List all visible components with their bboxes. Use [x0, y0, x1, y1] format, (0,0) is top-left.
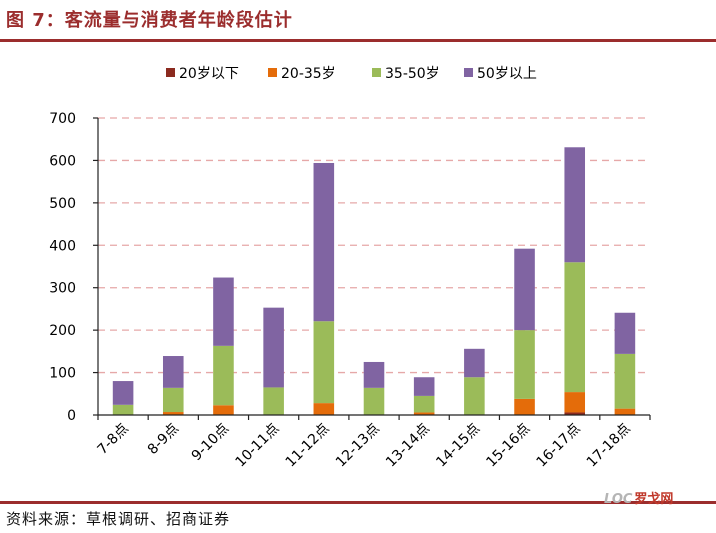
- figure-title: 图 7：客流量与消费者年龄段估计: [6, 10, 293, 31]
- bars: [112, 147, 636, 415]
- x-tick-label: 16-17点: [534, 421, 584, 471]
- x-tick-label: 13-14点: [383, 421, 433, 471]
- bar-segment: [162, 356, 184, 388]
- bar-segment: [112, 404, 134, 415]
- y-tick-labels: 0 100 200 300 400 500 600 700: [49, 111, 76, 424]
- bar-segment: [514, 330, 535, 399]
- x-tick-label: 7-8点: [95, 421, 132, 458]
- watermark-logo-text: 罗戈网: [634, 492, 674, 507]
- y-tick-label: 100: [49, 366, 76, 382]
- legend-swatch: [268, 68, 277, 77]
- watermark-logo-mark: LOC: [604, 492, 633, 507]
- gridlines: [98, 117, 650, 374]
- x-tick-label: 14-15点: [433, 421, 483, 471]
- legend-label: 35-50岁: [385, 66, 440, 82]
- bar-segment: [263, 387, 284, 415]
- footer-rule: [0, 501, 716, 504]
- legend-swatch: [464, 68, 473, 77]
- y-tick-label: 200: [49, 323, 76, 339]
- y-tick-label: 300: [49, 281, 76, 297]
- y-tick-label: 500: [49, 196, 76, 212]
- bar-segment: [112, 381, 134, 405]
- bar-segment: [614, 312, 636, 354]
- axes: [93, 117, 651, 420]
- legend-label: 50岁以上: [477, 66, 537, 82]
- x-tick-labels: 7-8点 8-9点 9-10点 10-11点 11-12点 12-13点 13-14点 14-…: [95, 421, 634, 471]
- legend-label: 20-35岁: [281, 66, 336, 82]
- x-tick-label: 11-12点: [283, 421, 333, 471]
- x-tick-label: 15-16点: [483, 421, 533, 471]
- legend: 20岁以下 20-35岁 35-50岁 50岁以上: [166, 66, 537, 82]
- bar-segment: [162, 412, 184, 415]
- x-tick-label: 12-13点: [333, 421, 383, 471]
- bar-segment: [313, 162, 335, 322]
- bar-segment: [313, 403, 335, 415]
- y-tick-label: 0: [67, 408, 76, 424]
- y-tick-label: 700: [49, 111, 76, 127]
- bar-segment: [162, 387, 184, 413]
- stacked-bar-chart: 20岁以下 20-35岁 35-50岁 50岁以上 0 100 200 300 400 500 6…: [49, 66, 651, 471]
- bar-segment: [313, 321, 335, 404]
- legend-swatch: [166, 68, 175, 77]
- x-tick-label: 8-9点: [145, 421, 182, 458]
- y-tick-label: 600: [49, 153, 76, 169]
- bar-segment: [564, 392, 586, 413]
- bar-segment: [514, 398, 535, 415]
- bar-segment: [213, 345, 234, 406]
- x-tick-label: 9-10点: [189, 421, 233, 465]
- x-tick-label: 17-18点: [584, 421, 634, 471]
- title-rule: [0, 39, 716, 42]
- source-note: 资料来源：草根调研、招商证券: [6, 510, 231, 528]
- bar-segment: [464, 348, 485, 378]
- bar-segment: [564, 147, 586, 263]
- bar-segment: [413, 412, 435, 415]
- bar-segment: [363, 361, 385, 388]
- bar-segment: [514, 248, 535, 331]
- bar-segment: [614, 353, 636, 409]
- bar-segment: [464, 377, 485, 415]
- bar-segment: [363, 387, 385, 415]
- bar-segment: [413, 395, 435, 413]
- bar-segment: [564, 262, 586, 393]
- x-tick-label: 10-11点: [232, 421, 282, 471]
- bar-segment: [213, 405, 234, 415]
- watermark-logo: LOC 罗戈网: [604, 488, 673, 507]
- legend-swatch: [372, 68, 381, 77]
- y-tick-label: 400: [49, 238, 76, 254]
- bar-segment: [413, 377, 435, 396]
- bar-segment: [263, 307, 284, 388]
- bar-segment: [614, 408, 636, 415]
- bar-segment: [213, 277, 234, 346]
- legend-label: 20岁以下: [179, 66, 239, 82]
- bar-segment: [564, 412, 586, 415]
